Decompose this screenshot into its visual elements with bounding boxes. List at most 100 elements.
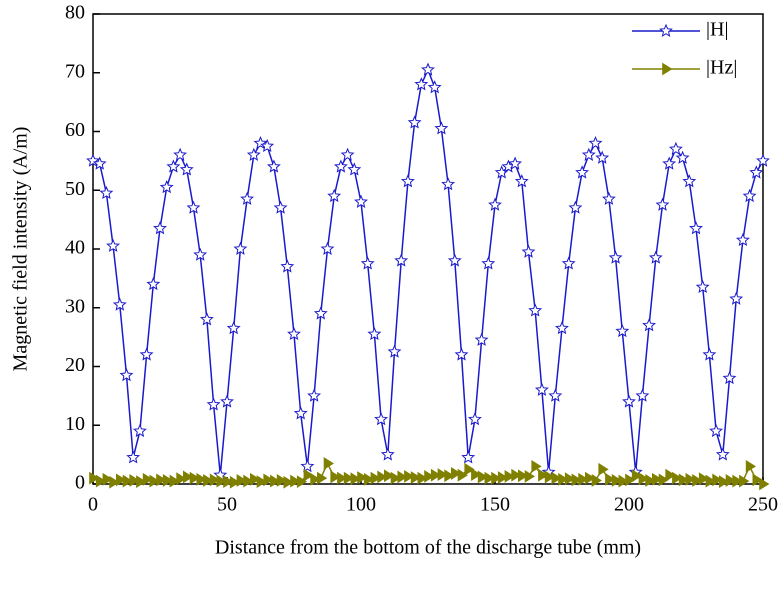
data-point bbox=[631, 469, 643, 483]
data-point bbox=[745, 459, 757, 473]
data-point bbox=[280, 259, 295, 273]
data-point bbox=[464, 462, 475, 476]
data-point bbox=[668, 141, 683, 156]
data-point bbox=[223, 475, 234, 489]
data-point bbox=[662, 156, 677, 170]
plot-frame bbox=[92, 13, 764, 485]
y-tick-label: 10 bbox=[65, 413, 85, 435]
x-tick-label: 0 bbox=[88, 494, 98, 516]
y-tick-label: 40 bbox=[65, 237, 85, 259]
data-point bbox=[719, 475, 730, 489]
x-tick-label: 50 bbox=[217, 494, 237, 516]
data-point bbox=[625, 473, 636, 487]
data-point bbox=[424, 469, 435, 483]
data-point bbox=[457, 468, 468, 482]
data-point bbox=[250, 472, 261, 486]
data-point bbox=[605, 472, 616, 486]
data-point bbox=[112, 297, 127, 311]
data-point bbox=[588, 136, 603, 150]
data-point bbox=[183, 470, 194, 484]
data-point bbox=[410, 471, 422, 484]
data-point bbox=[689, 221, 703, 235]
data-point bbox=[126, 450, 141, 464]
data-point bbox=[320, 241, 335, 255]
data-point bbox=[441, 177, 456, 191]
data-point bbox=[497, 471, 509, 484]
data-point bbox=[568, 200, 583, 214]
data-point bbox=[558, 472, 569, 486]
data-point bbox=[347, 162, 362, 176]
data-point bbox=[246, 147, 261, 161]
x-tick-label: 200 bbox=[614, 494, 644, 516]
data-point bbox=[203, 474, 214, 487]
data-point bbox=[397, 470, 408, 484]
data-point bbox=[511, 468, 522, 482]
data-point bbox=[581, 147, 596, 161]
data-point bbox=[447, 253, 462, 267]
data-point bbox=[102, 472, 113, 486]
data-point bbox=[675, 150, 690, 164]
data-point bbox=[380, 447, 395, 461]
data-point bbox=[199, 312, 214, 326]
data-point bbox=[655, 197, 670, 211]
data-point bbox=[591, 474, 602, 487]
data-point bbox=[555, 321, 569, 335]
data-point bbox=[752, 473, 763, 487]
x-tick-label: 100 bbox=[346, 494, 376, 516]
data-point bbox=[119, 368, 134, 382]
data-point bbox=[652, 472, 663, 486]
data-point bbox=[400, 174, 415, 188]
data-point bbox=[702, 347, 717, 361]
data-point bbox=[236, 474, 247, 487]
series-line bbox=[92, 67, 764, 476]
data-point bbox=[544, 470, 556, 484]
data-point bbox=[504, 469, 515, 483]
data-point bbox=[263, 473, 274, 487]
data-point bbox=[407, 115, 422, 129]
data-point bbox=[692, 474, 703, 487]
data-point bbox=[725, 474, 736, 487]
data-point bbox=[595, 150, 610, 164]
data-point bbox=[645, 474, 656, 487]
data-point bbox=[722, 371, 737, 385]
data-point bbox=[374, 412, 389, 426]
data-point bbox=[561, 256, 576, 270]
data-point bbox=[95, 474, 107, 488]
data-point bbox=[608, 250, 623, 264]
data-point bbox=[260, 138, 275, 153]
data-point bbox=[404, 469, 415, 483]
legend-label: |H| bbox=[706, 19, 728, 41]
data-point bbox=[491, 471, 502, 485]
data-point bbox=[370, 471, 381, 485]
data-point bbox=[648, 250, 663, 264]
data-point bbox=[601, 191, 616, 205]
y-tick-label: 50 bbox=[65, 178, 85, 200]
data-point bbox=[116, 473, 127, 487]
data-point bbox=[658, 473, 669, 487]
data-point bbox=[427, 80, 442, 94]
data-point bbox=[132, 423, 147, 438]
data-point bbox=[534, 382, 549, 396]
data-point bbox=[307, 388, 322, 402]
data-point bbox=[665, 468, 676, 482]
data-point bbox=[122, 474, 133, 488]
data-point bbox=[421, 62, 435, 76]
y-tick-label: 0 bbox=[75, 472, 85, 494]
data-point bbox=[477, 470, 489, 484]
data-point bbox=[186, 200, 201, 214]
data-point bbox=[162, 474, 174, 487]
data-point bbox=[363, 472, 375, 486]
data-point bbox=[92, 156, 107, 170]
data-point bbox=[461, 450, 476, 464]
data-point bbox=[695, 279, 710, 294]
data-point bbox=[139, 347, 154, 361]
data-point bbox=[169, 474, 180, 488]
data-point bbox=[514, 174, 529, 188]
data-point bbox=[454, 347, 469, 361]
data-point bbox=[759, 477, 770, 491]
data-point bbox=[474, 332, 489, 346]
data-point bbox=[611, 474, 623, 487]
data-point bbox=[229, 475, 241, 489]
y-tick-label: 70 bbox=[65, 60, 85, 82]
